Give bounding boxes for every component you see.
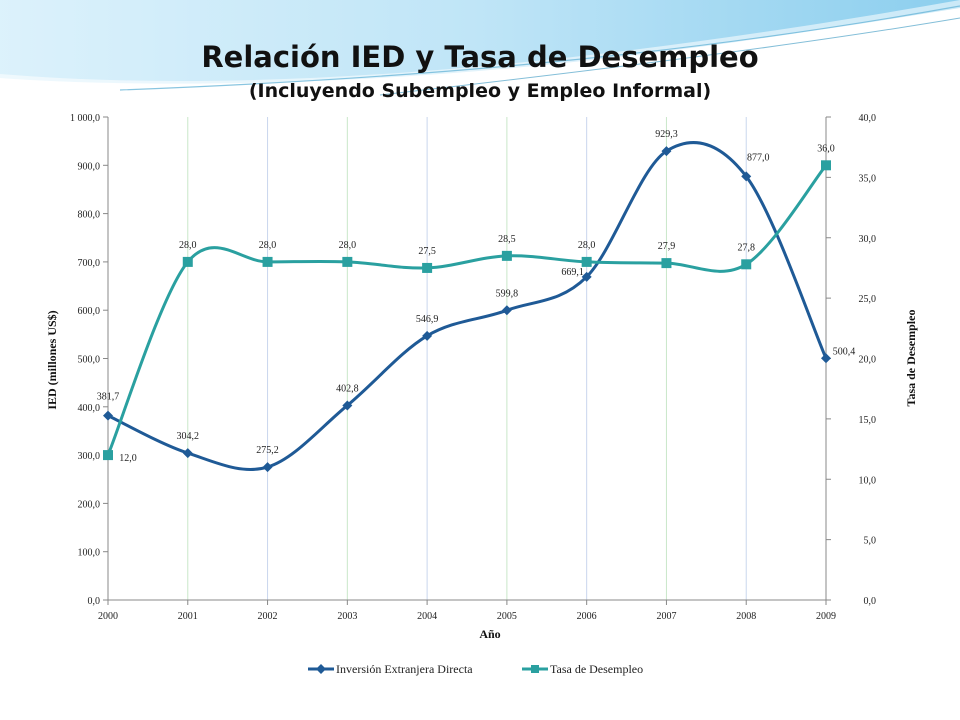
data-point-ied (821, 353, 831, 364)
data-point-ied (182, 448, 193, 459)
x-tick-label: 2002 (258, 611, 278, 622)
data-point-ied (422, 330, 433, 341)
y2-tick-labels: 0,0 5,0 10,0 15,0 20,0 25,0 30,0 35,0 40,0 (826, 113, 876, 607)
y-tick-label: 400,0 (78, 403, 101, 414)
y-axis-title: IED (millones US$) (45, 310, 59, 409)
y-tick-label: 300,0 (78, 451, 101, 462)
y-tick-label: 900,0 (78, 161, 101, 172)
y2-tick-label: 10,0 (859, 475, 877, 486)
data-point-desempleo (342, 256, 353, 267)
data-point-desempleo (581, 256, 592, 267)
legend: Inversión Extranjera Directa Tasa de Des… (308, 662, 643, 676)
y2-tick-label: 25,0 (859, 294, 877, 305)
data-label-ied: 275,2 (256, 445, 279, 456)
data-point-desempleo (501, 250, 512, 261)
y2-axis-title: Tasa de Desempleo (904, 310, 918, 407)
data-point-ied (103, 410, 113, 421)
y2-tick-label: 15,0 (859, 415, 877, 426)
y-tick-label: 200,0 (78, 499, 101, 510)
data-labels: 381,7 304,2 275,2 402,8 546,9 599,8 669,1 929,3… (97, 129, 856, 464)
data-label-desempleo: 28,0 (339, 240, 357, 251)
y-tick-label: 1 000,0 (70, 113, 100, 124)
data-label-desempleo: 28,5 (498, 234, 516, 245)
data-point-desempleo (422, 262, 433, 273)
data-point-desempleo (103, 450, 113, 461)
series (103, 141, 831, 473)
y2-tick-label: 0,0 (864, 596, 877, 607)
data-label-ied: 877,0 (747, 152, 770, 163)
legend-label-desempleo: Tasa de Desempleo (550, 662, 643, 676)
data-point-ied (741, 171, 752, 182)
data-label-desempleo: 36,0 (817, 143, 835, 154)
x-tick-label: 2003 (337, 611, 357, 622)
chart-subtitle: (Incluyendo Subempleo y Empleo Informal) (248, 80, 712, 102)
data-point-ied (342, 400, 353, 411)
y-tick-label: 500,0 (78, 355, 101, 366)
y2-tick-label: 40,0 (859, 113, 877, 124)
data-label-ied: 402,8 (336, 383, 359, 394)
y-tick-label: 100,0 (78, 548, 101, 559)
data-label-desempleo: 27,8 (737, 242, 755, 253)
data-point-ied (661, 146, 672, 157)
data-label-desempleo: 27,9 (658, 241, 676, 252)
y2-tick-label: 20,0 (859, 355, 877, 366)
data-label-ied: 599,8 (496, 288, 519, 299)
series-line-ied (107, 141, 828, 471)
data-label-desempleo: 28,0 (179, 240, 197, 251)
x-tick-label: 2006 (577, 611, 597, 622)
x-axis-title: Año (479, 627, 500, 641)
data-label-ied: 669,1 (561, 267, 584, 278)
legend-item-desempleo: Tasa de Desempleo (522, 662, 643, 676)
y2-tick-label: 30,0 (859, 234, 877, 245)
data-point-desempleo (262, 256, 273, 267)
data-label-ied: 381,7 (97, 392, 120, 403)
legend-item-ied: Inversión Extranjera Directa (308, 662, 473, 676)
data-point-ied (501, 305, 512, 316)
data-label-ied: 500,4 (833, 346, 856, 357)
x-tick-label: 2004 (417, 611, 437, 622)
data-point-ied (262, 462, 273, 473)
x-tick-label: 2008 (736, 611, 756, 622)
x-tick-label: 2001 (178, 611, 198, 622)
data-point-ied (581, 271, 592, 282)
data-label-desempleo: 12,0 (119, 453, 137, 464)
axes (107, 117, 827, 601)
gridlines (187, 117, 747, 600)
data-label-desempleo: 28,0 (259, 240, 277, 251)
x-tick-label: 2005 (497, 611, 517, 622)
data-label-desempleo: 27,5 (418, 246, 436, 257)
data-label-desempleo: 28,0 (578, 240, 596, 251)
y-tick-label: 0,0 (88, 596, 101, 607)
data-point-desempleo (821, 160, 831, 171)
data-label-ied: 929,3 (655, 129, 678, 140)
data-label-ied: 546,9 (416, 314, 439, 325)
y-tick-label: 600,0 (78, 306, 101, 317)
chart-title: Relación IED y Tasa de Desempleo (201, 40, 759, 74)
legend-marker-desempleo (531, 665, 539, 673)
x-tick-label: 2009 (816, 611, 836, 622)
x-tick-label: 2007 (656, 611, 676, 622)
y-tick-labels: 0,0 100,0 200,0 300,0 400,0 500,0 600,0 700,0 80… (70, 113, 108, 607)
y2-tick-label: 35,0 (859, 173, 877, 184)
data-point-desempleo (661, 258, 672, 269)
y-tick-label: 800,0 (78, 210, 101, 221)
y-tick-label: 700,0 (78, 258, 101, 269)
data-label-ied: 304,2 (177, 431, 200, 442)
legend-label-ied: Inversión Extranjera Directa (336, 662, 473, 676)
series-line-desempleo (106, 164, 828, 456)
data-point-desempleo (182, 256, 193, 267)
x-tick-labels: 2000 2001 2002 2003 2004 2005 2006 2007 2008 2009 (98, 600, 836, 622)
x-tick-label: 2000 (98, 611, 118, 622)
legend-marker-ied (316, 664, 326, 674)
data-point-desempleo (741, 259, 752, 270)
y2-tick-label: 5,0 (864, 536, 877, 547)
